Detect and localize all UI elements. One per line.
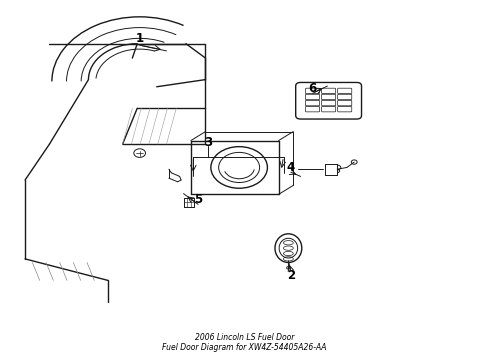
Text: 6: 6 <box>308 82 316 95</box>
Text: 2: 2 <box>286 269 294 282</box>
Text: 4: 4 <box>286 161 294 174</box>
Text: 2006 Lincoln LS Fuel Door
Fuel Door Diagram for XW4Z-54405A26-AA: 2006 Lincoln LS Fuel Door Fuel Door Diag… <box>162 333 326 352</box>
Text: 3: 3 <box>203 136 212 149</box>
Text: 5: 5 <box>194 193 202 206</box>
Text: 1: 1 <box>135 32 143 45</box>
